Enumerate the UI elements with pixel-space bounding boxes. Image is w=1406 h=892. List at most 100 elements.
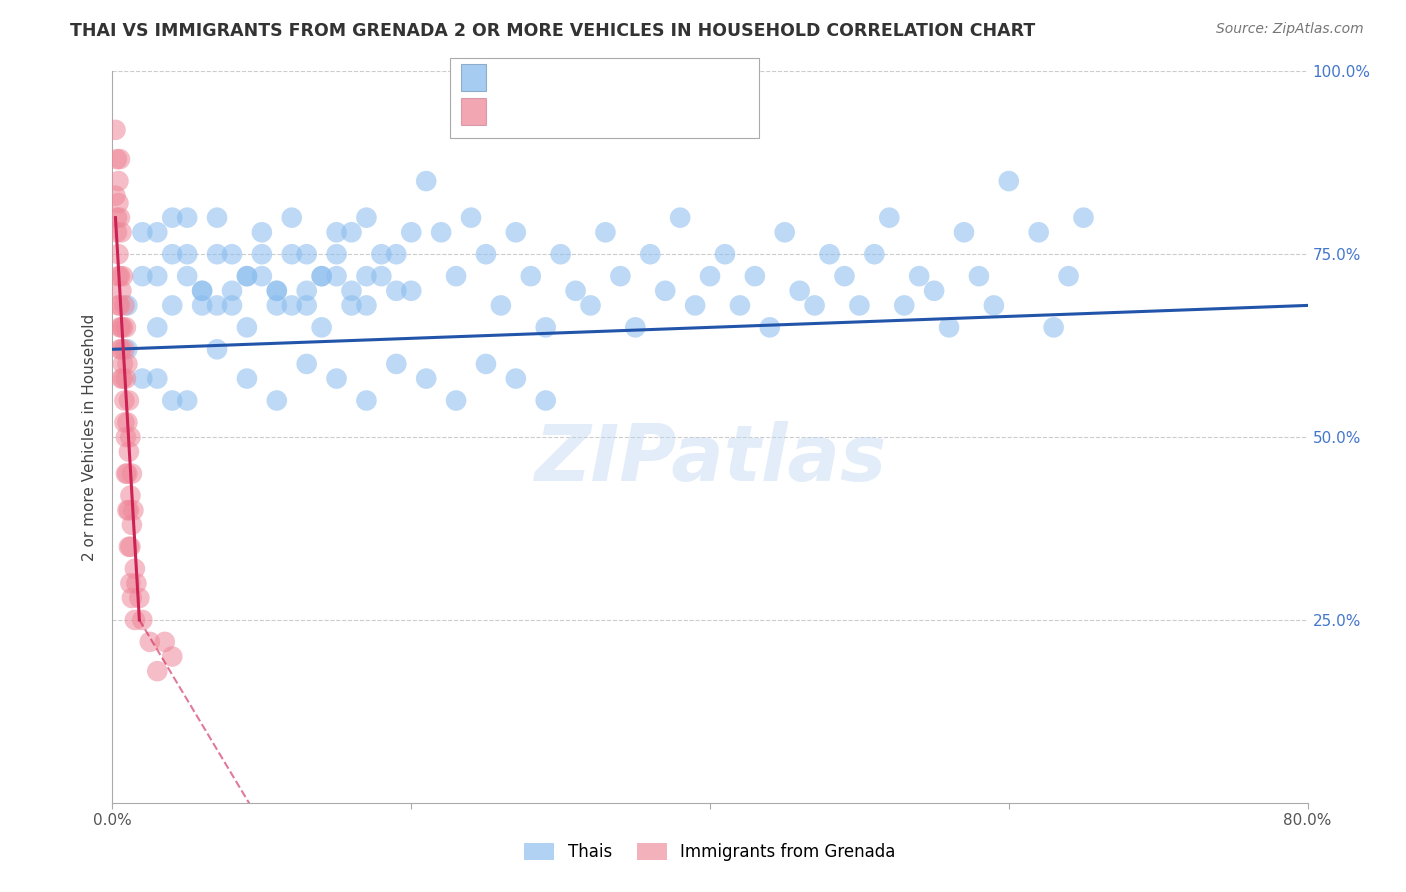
- Point: [669, 211, 692, 225]
- Point: [117, 467, 139, 481]
- Point: [340, 284, 363, 298]
- Point: [121, 517, 143, 532]
- Point: [295, 247, 318, 261]
- Point: [176, 211, 198, 225]
- Point: [922, 284, 945, 298]
- Point: [759, 320, 782, 334]
- Point: [124, 562, 146, 576]
- Point: [295, 298, 318, 312]
- Point: [108, 298, 131, 312]
- Point: [401, 225, 423, 239]
- Point: [115, 467, 138, 481]
- Point: [118, 393, 141, 408]
- Point: [139, 635, 162, 649]
- Point: [579, 298, 602, 312]
- Point: [146, 371, 169, 385]
- Text: R = -0.263   N = 58: R = -0.263 N = 58: [495, 98, 658, 116]
- Text: THAI VS IMMIGRANTS FROM GRENADA 2 OR MORE VEHICLES IN HOUSEHOLD CORRELATION CHAR: THAI VS IMMIGRANTS FROM GRENADA 2 OR MOR…: [70, 22, 1036, 40]
- Point: [104, 188, 127, 202]
- Point: [115, 320, 138, 334]
- Point: [564, 284, 586, 298]
- Point: [221, 284, 243, 298]
- Point: [111, 269, 134, 284]
- Text: Source: ZipAtlas.com: Source: ZipAtlas.com: [1216, 22, 1364, 37]
- Point: [120, 576, 142, 591]
- Point: [111, 371, 134, 385]
- Point: [107, 196, 129, 211]
- Point: [104, 123, 127, 137]
- Point: [176, 393, 198, 408]
- Point: [654, 284, 676, 298]
- Point: [489, 298, 512, 312]
- Point: [120, 489, 142, 503]
- Point: [281, 298, 304, 312]
- Point: [640, 247, 662, 261]
- Point: [121, 591, 143, 605]
- Point: [115, 371, 138, 385]
- Point: [128, 591, 150, 605]
- Point: [236, 320, 259, 334]
- Point: [475, 357, 498, 371]
- Point: [505, 225, 527, 239]
- Point: [131, 371, 153, 385]
- Y-axis label: 2 or more Vehicles in Household: 2 or more Vehicles in Household: [82, 313, 97, 561]
- Point: [385, 284, 408, 298]
- Point: [205, 298, 228, 312]
- Point: [114, 416, 135, 430]
- Point: [118, 540, 141, 554]
- Point: [110, 320, 132, 334]
- Point: [444, 393, 467, 408]
- Point: [122, 503, 145, 517]
- Point: [415, 371, 437, 385]
- Point: [117, 416, 139, 430]
- Point: [385, 247, 408, 261]
- Point: [714, 247, 737, 261]
- Point: [124, 613, 146, 627]
- Point: [534, 393, 557, 408]
- Point: [146, 320, 169, 334]
- Point: [863, 247, 886, 261]
- Point: [789, 284, 811, 298]
- Point: [121, 467, 143, 481]
- Point: [415, 174, 437, 188]
- Point: [430, 225, 453, 239]
- Point: [325, 269, 347, 284]
- Point: [105, 152, 128, 166]
- Point: [131, 225, 153, 239]
- Point: [595, 225, 617, 239]
- Point: [879, 211, 901, 225]
- Point: [295, 284, 318, 298]
- Point: [818, 247, 841, 261]
- Point: [773, 225, 796, 239]
- Point: [191, 298, 214, 312]
- Point: [110, 225, 132, 239]
- Point: [266, 393, 288, 408]
- Point: [107, 269, 129, 284]
- Point: [998, 174, 1021, 188]
- Point: [162, 211, 183, 225]
- Point: [744, 269, 766, 284]
- Point: [953, 225, 976, 239]
- Point: [505, 371, 527, 385]
- Point: [803, 298, 825, 312]
- Point: [311, 320, 333, 334]
- Point: [908, 269, 931, 284]
- Point: [115, 430, 138, 444]
- Point: [107, 247, 129, 261]
- Point: [1073, 211, 1095, 225]
- Point: [460, 211, 482, 225]
- Point: [205, 247, 228, 261]
- Point: [120, 540, 142, 554]
- Point: [266, 284, 288, 298]
- Point: [125, 576, 148, 591]
- Point: [110, 371, 132, 385]
- Point: [107, 298, 129, 312]
- Point: [205, 211, 228, 225]
- Point: [114, 298, 135, 312]
- Point: [114, 393, 135, 408]
- Point: [266, 284, 288, 298]
- Point: [162, 247, 183, 261]
- Point: [117, 503, 139, 517]
- Point: [938, 320, 960, 334]
- Point: [266, 298, 288, 312]
